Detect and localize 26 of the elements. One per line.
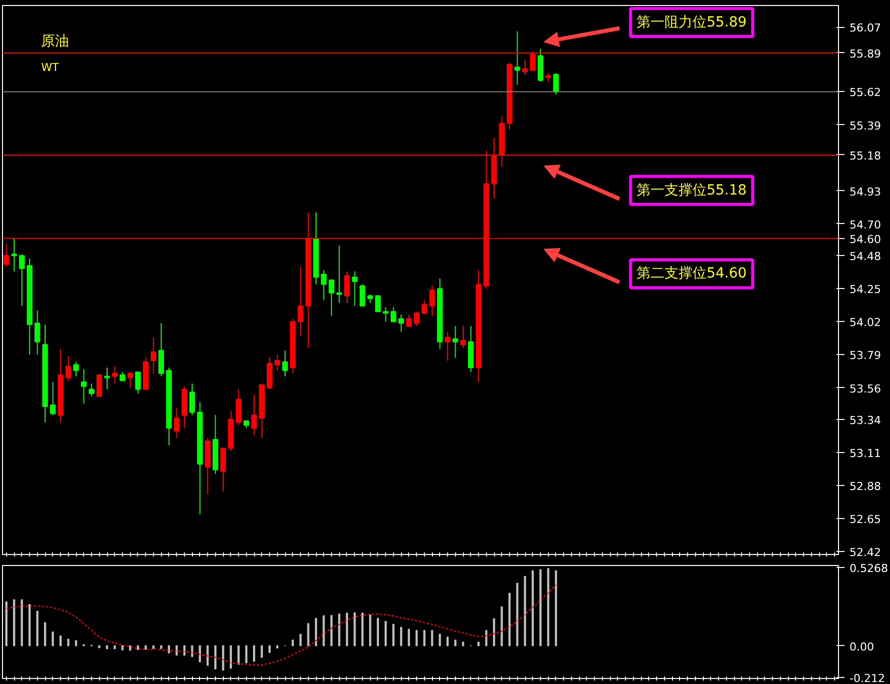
annotation: 第一阻力位55.89 bbox=[636, 14, 747, 30]
y-tick-label: 52.42 bbox=[850, 546, 881, 560]
annotation: 第一支撑位55.18 bbox=[636, 182, 747, 198]
y-tick-label: 54.48 bbox=[850, 250, 881, 264]
y-tick-label: 0.00 bbox=[850, 640, 874, 654]
y-tick-label: 54.25 bbox=[850, 283, 881, 296]
ref-line-label: 55.18 bbox=[850, 149, 881, 162]
y-tick-label: 55.39 bbox=[850, 119, 881, 132]
y-tick-label: 52.88 bbox=[850, 480, 881, 494]
annotation: WT bbox=[41, 61, 60, 74]
annotation: 原油 bbox=[41, 33, 70, 50]
y-tick-label: 54.02 bbox=[850, 316, 881, 330]
y-tick-label: 56.07 bbox=[850, 22, 881, 35]
y-tick-label: 53.11 bbox=[850, 446, 881, 460]
y-tick-label: -0.212 bbox=[850, 672, 885, 684]
y-tick-label: 52.65 bbox=[850, 513, 881, 526]
y-tick-label: 54.93 bbox=[850, 185, 881, 198]
ref-line-label: 54.60 bbox=[850, 232, 881, 246]
y-tick-label: 53.34 bbox=[850, 414, 881, 427]
y-tick-label: 0.5268 bbox=[850, 562, 888, 575]
y-tick-label: 54.70 bbox=[850, 218, 881, 232]
annotation: 第二支撑位54.60 bbox=[636, 266, 747, 282]
y-tick-label: 53.79 bbox=[850, 349, 881, 362]
ref-line-label: 55.89 bbox=[850, 47, 881, 60]
ref-line-label: 55.62 bbox=[850, 86, 881, 100]
y-tick-label: 53.56 bbox=[850, 382, 881, 396]
